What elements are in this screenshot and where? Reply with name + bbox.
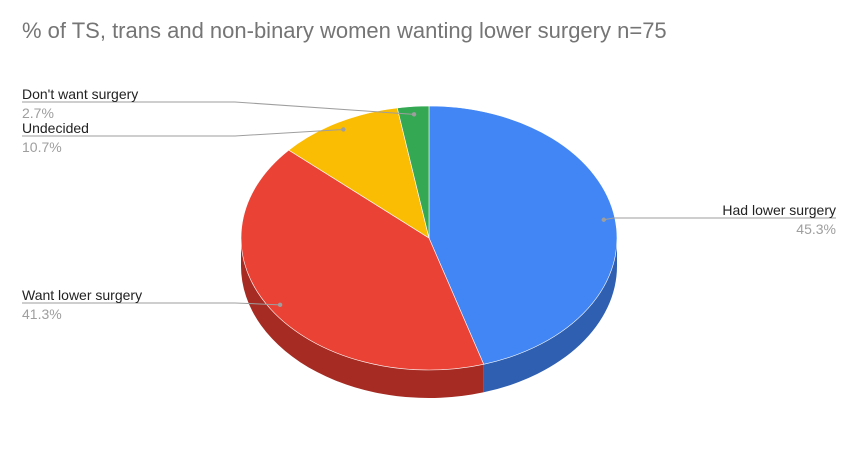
slice-percent-3: 2.7%: [22, 105, 54, 121]
leader-dot-3: [411, 112, 417, 117]
slice-label-2: Undecided: [22, 120, 89, 136]
pie-slice-side-0: [483, 238, 617, 393]
pie-slice-side-1: [241, 238, 484, 398]
chart-title: % of TS, trans and non-binary women want…: [22, 18, 667, 43]
slice-label-3: Don't want surgery: [22, 86, 138, 102]
slice-label-0: Had lower surgery: [722, 202, 836, 218]
pie-slice-2[interactable]: [288, 107, 430, 239]
leader-line-2: [22, 128, 344, 137]
leader-line-3: [22, 101, 415, 115]
slice-percent-0: 45.3%: [796, 221, 836, 237]
slice-percent-2: 10.7%: [22, 139, 62, 155]
pie-slice-1[interactable]: [240, 149, 485, 371]
pie-slice-3[interactable]: [396, 105, 430, 239]
leader-line-0: [603, 217, 836, 221]
pie-slice-0[interactable]: [428, 105, 618, 365]
slice-percent-1: 41.3%: [22, 306, 62, 322]
leader-dot-0: [601, 217, 606, 222]
leader-line-1: [22, 302, 281, 306]
leader-dot-1: [277, 302, 283, 308]
leader-dot-2: [341, 127, 346, 132]
slice-label-1: Want lower surgery: [22, 287, 142, 303]
